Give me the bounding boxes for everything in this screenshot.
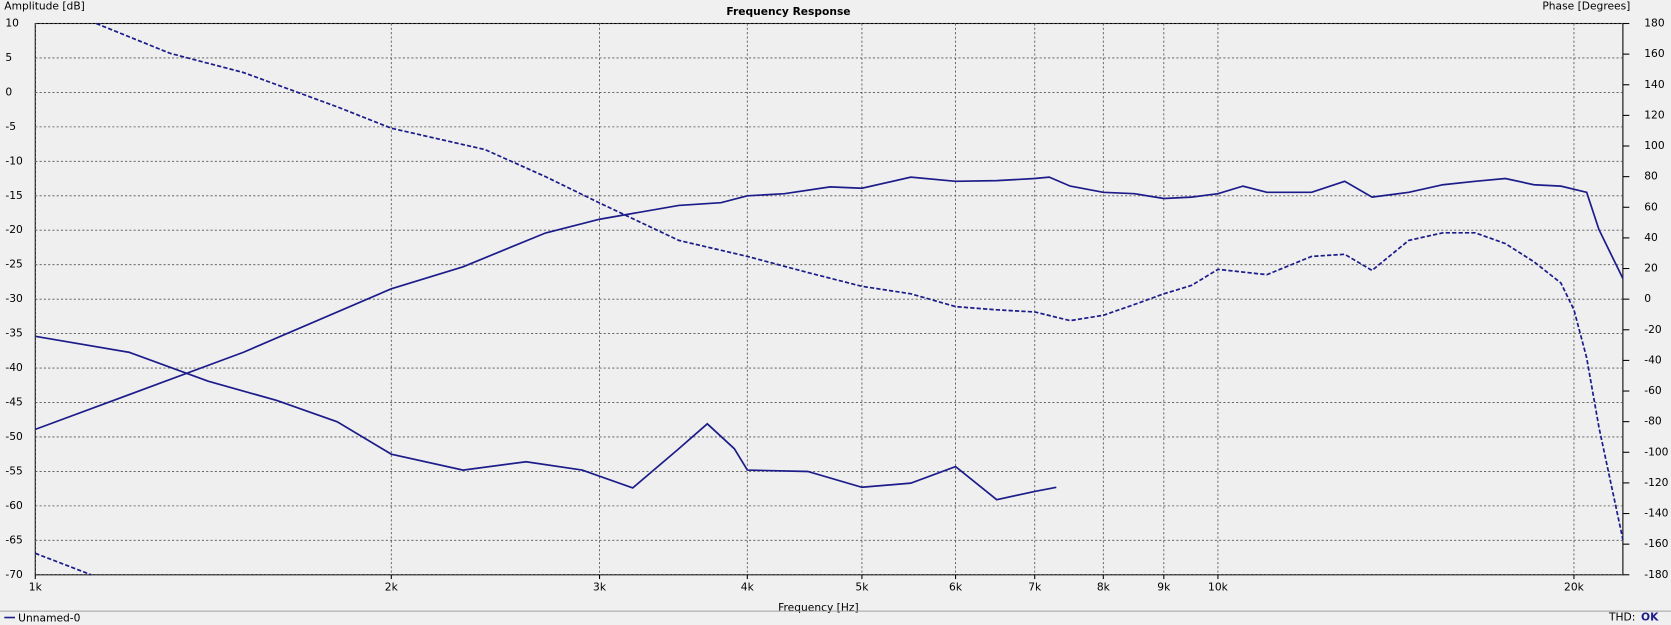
y2-tick-label: 20 <box>1644 262 1658 275</box>
x-axis-label: Frequency [Hz] <box>778 601 858 614</box>
series-line <box>35 335 1057 501</box>
y-tick-label: 5 <box>5 51 12 64</box>
y2-tick-label: 80 <box>1644 170 1658 183</box>
series-line <box>34 22 1624 576</box>
y2-tick-label: 60 <box>1644 200 1658 213</box>
chart-title: Frequency Response <box>726 5 850 18</box>
y-tick-label: -25 <box>5 258 22 271</box>
y2-tick-label: -140 <box>1644 507 1668 520</box>
y2-tick-label: 180 <box>1644 17 1665 30</box>
y2-tick-label: 0 <box>1644 292 1651 305</box>
legend-label: Unnamed-0 <box>18 612 80 625</box>
status-value: OK <box>1641 611 1659 624</box>
y-tick-label: 0 <box>5 85 12 98</box>
x-tick-label: 9k <box>1157 581 1171 594</box>
y-tick-label: -10 <box>5 154 23 167</box>
y-tick-label: -65 <box>5 533 22 546</box>
y-tick-label: -5 <box>5 120 16 133</box>
x-tick-label: 5k <box>855 581 869 594</box>
x-tick-label: 6k <box>949 581 963 594</box>
series-line <box>34 176 1624 431</box>
y2-axis-label: Phase [Degrees] <box>1542 0 1630 12</box>
x-tick-label: 20k <box>1564 581 1585 594</box>
plot-area <box>34 22 1624 576</box>
y2-tick-label: -120 <box>1644 476 1668 489</box>
x-tick-label: 3k <box>593 581 607 594</box>
y2-tick-label: -100 <box>1644 445 1668 458</box>
x-tick-label: 4k <box>741 581 755 594</box>
y-tick-label: -55 <box>5 464 22 477</box>
x-tick-label: 8k <box>1097 581 1111 594</box>
x-tick-label: 7k <box>1028 581 1042 594</box>
y2-tick-label: -80 <box>1644 415 1662 428</box>
y-tick-label: -45 <box>5 396 22 409</box>
y-tick-label: -35 <box>5 327 22 340</box>
y2-tick-label: 140 <box>1644 78 1665 91</box>
y2-tick-label: 100 <box>1644 139 1665 152</box>
y2-tick-label: 120 <box>1644 108 1665 121</box>
y2-tick-label: -60 <box>1644 384 1662 397</box>
y2-tick-label: -180 <box>1644 568 1668 581</box>
y-tick-label: -20 <box>5 223 23 236</box>
y-axis-label: Amplitude [dB] <box>4 0 85 12</box>
y2-tick-label: -20 <box>1644 323 1662 336</box>
y-tick-label: -40 <box>5 361 23 374</box>
y-tick-label: -50 <box>5 430 23 443</box>
x-tick-label: 2k <box>385 581 399 594</box>
y-tick-label: -30 <box>5 292 23 305</box>
x-tick-label: 10k <box>1208 581 1229 594</box>
y2-tick-label: 40 <box>1644 231 1658 244</box>
y-tick-label: -15 <box>5 189 22 202</box>
x-tick-label: 1k <box>29 581 43 594</box>
y2-tick-label: 160 <box>1644 47 1665 60</box>
y-tick-label: -60 <box>5 499 23 512</box>
status-label: THD: <box>1608 611 1635 624</box>
y-tick-label: -70 <box>5 568 23 581</box>
y2-tick-label: -160 <box>1644 537 1668 550</box>
y2-tick-label: -40 <box>1644 353 1662 366</box>
y-tick-label: 10 <box>5 17 19 30</box>
